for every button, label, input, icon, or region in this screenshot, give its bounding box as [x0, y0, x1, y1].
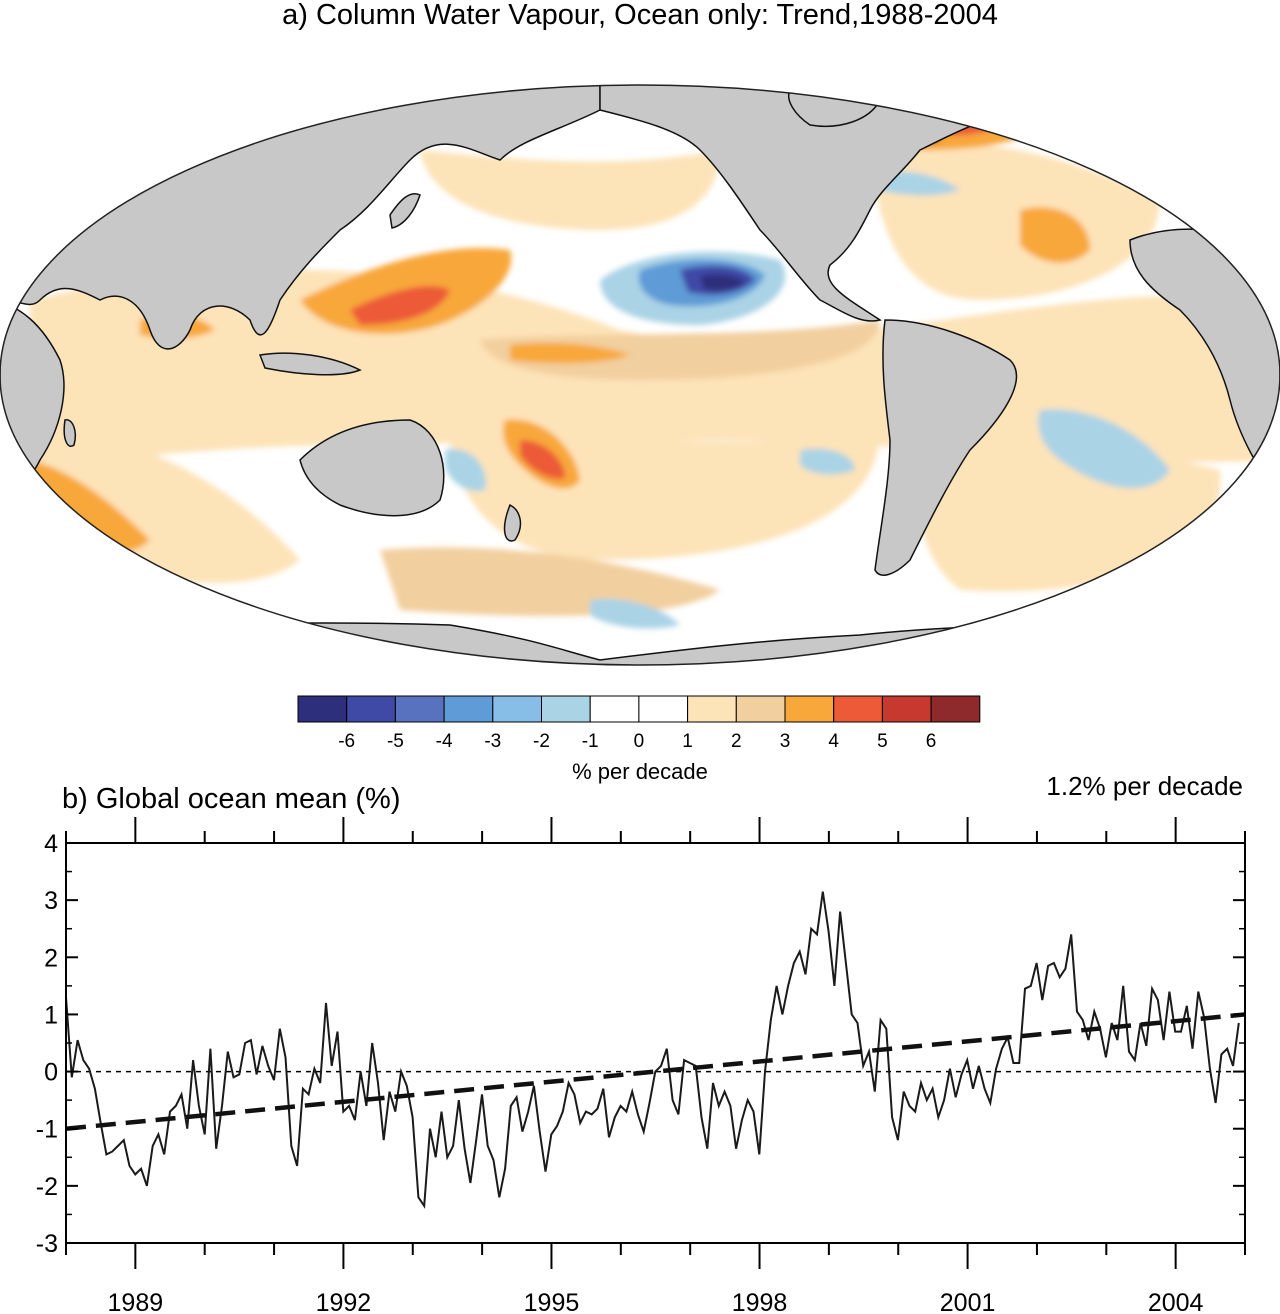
- trend-patch-equatorial: [480, 320, 880, 380]
- colorbar-tick-labels: -6 -5 -4 -3 -2 -1 0 1 2 3 4 5 6: [338, 731, 936, 752]
- colorbar-box: [784, 695, 835, 723]
- x-axis: 1989 1992 1995 1998 2001 2004: [65, 817, 1246, 1314]
- colorbar-box: [346, 695, 396, 723]
- colorbar-label: % per decade: [572, 759, 708, 784]
- plot-frame: [65, 842, 1246, 1244]
- land-indonesia: [258, 352, 362, 376]
- land-south-america: [874, 319, 1018, 576]
- trend-patch-southern-neg: [590, 598, 680, 629]
- trend-patch-west-pacific-core: [350, 286, 450, 325]
- land-australia: [299, 419, 445, 517]
- land-new-zealand: [503, 503, 522, 542]
- timeseries-title: b) Global ocean mean (%): [62, 783, 401, 815]
- y-tick-label: 0: [44, 1059, 58, 1087]
- colorbar-boxes: [297, 695, 981, 723]
- colorbar-tick-label: -5: [387, 731, 404, 752]
- colorbar-box: [443, 695, 494, 723]
- colorbar-box: [687, 695, 737, 723]
- colorbar-box: [638, 695, 689, 723]
- x-tick-label: 1989: [108, 1289, 164, 1314]
- trend-patch-southern-ocean: [380, 547, 720, 616]
- y-tick-label: -1: [36, 1116, 58, 1144]
- trend-patch-north-pacific: [420, 150, 720, 230]
- colorbar-tick-label: 5: [877, 731, 888, 752]
- colorbar-box: [589, 695, 640, 723]
- colorbar-box: [541, 695, 591, 723]
- colorbar-tick-label: 2: [731, 731, 742, 752]
- colorbar-tick-label: -3: [484, 731, 501, 752]
- colorbar-box: [881, 695, 932, 723]
- trend-patch-east-pacific: [510, 343, 630, 364]
- colorbar-box: [492, 695, 542, 723]
- trend-annotation: 1.2% per decade: [1046, 771, 1243, 801]
- colorbar-tick-label: -4: [436, 731, 453, 752]
- colorbar-box: [394, 695, 445, 723]
- y-tick-label: -3: [36, 1230, 58, 1258]
- colorbar-tick-label: 0: [634, 731, 645, 752]
- colorbar-tick-label: -2: [533, 731, 550, 752]
- colorbar: -6 -5 -4 -3 -2 -1 0 1 2 3 4 5 6 % per decade: [297, 695, 981, 784]
- timeseries-plot: -3 -2 -1 0 1 2 3 4 1989 1992 1995 1998 2001 2004: [36, 817, 1246, 1314]
- colorbar-box: [735, 695, 786, 723]
- colorbar-tick-label: -1: [582, 731, 599, 752]
- x-tick-label: 1992: [316, 1289, 372, 1314]
- colorbar-tick-label: 1: [682, 731, 693, 752]
- y-tick-label: 2: [44, 944, 58, 972]
- map-border: [0, 84, 1280, 666]
- x-tick-label: 2004: [1148, 1289, 1204, 1314]
- colorbar-tick-label: 3: [780, 731, 791, 752]
- trend-line: [65, 1012, 1246, 1131]
- trend-patch-north-atlantic: [1020, 207, 1090, 263]
- trend-map: [0, 84, 1280, 666]
- colorbar-tick-label: 4: [828, 731, 839, 752]
- colorbar-box: [833, 695, 883, 723]
- land-madagascar: [63, 419, 77, 447]
- trend-patch-south-atlantic-neg: [1038, 409, 1170, 489]
- y-tick-label: 3: [44, 887, 58, 915]
- x-tick-label: 1998: [732, 1289, 788, 1314]
- colorbar-box: [930, 695, 981, 723]
- colorbar-tick-label: -6: [338, 731, 355, 752]
- y-tick-label: -2: [36, 1173, 58, 1201]
- land-japan: [389, 193, 421, 229]
- y-axis: -3 -2 -1 0 1 2 3 4: [36, 830, 1245, 1258]
- x-tick-label: 1995: [524, 1289, 580, 1314]
- y-tick-label: 4: [44, 830, 58, 858]
- colorbar-tick-label: 6: [926, 731, 937, 752]
- colorbar-box: [297, 695, 348, 723]
- trend-patch-east-pacific-neg: [800, 448, 855, 475]
- x-tick-label: 2001: [940, 1289, 996, 1314]
- y-tick-label: 1: [44, 1001, 58, 1029]
- series-line: [65, 891, 1240, 1209]
- trend-patch-tasman-neg: [445, 449, 486, 491]
- map-title: a) Column Water Vapour, Ocean only: Tren…: [282, 0, 998, 31]
- trend-patch-south-pacific-core: [520, 440, 565, 479]
- trend-patch-north-pacific-core: [700, 274, 745, 291]
